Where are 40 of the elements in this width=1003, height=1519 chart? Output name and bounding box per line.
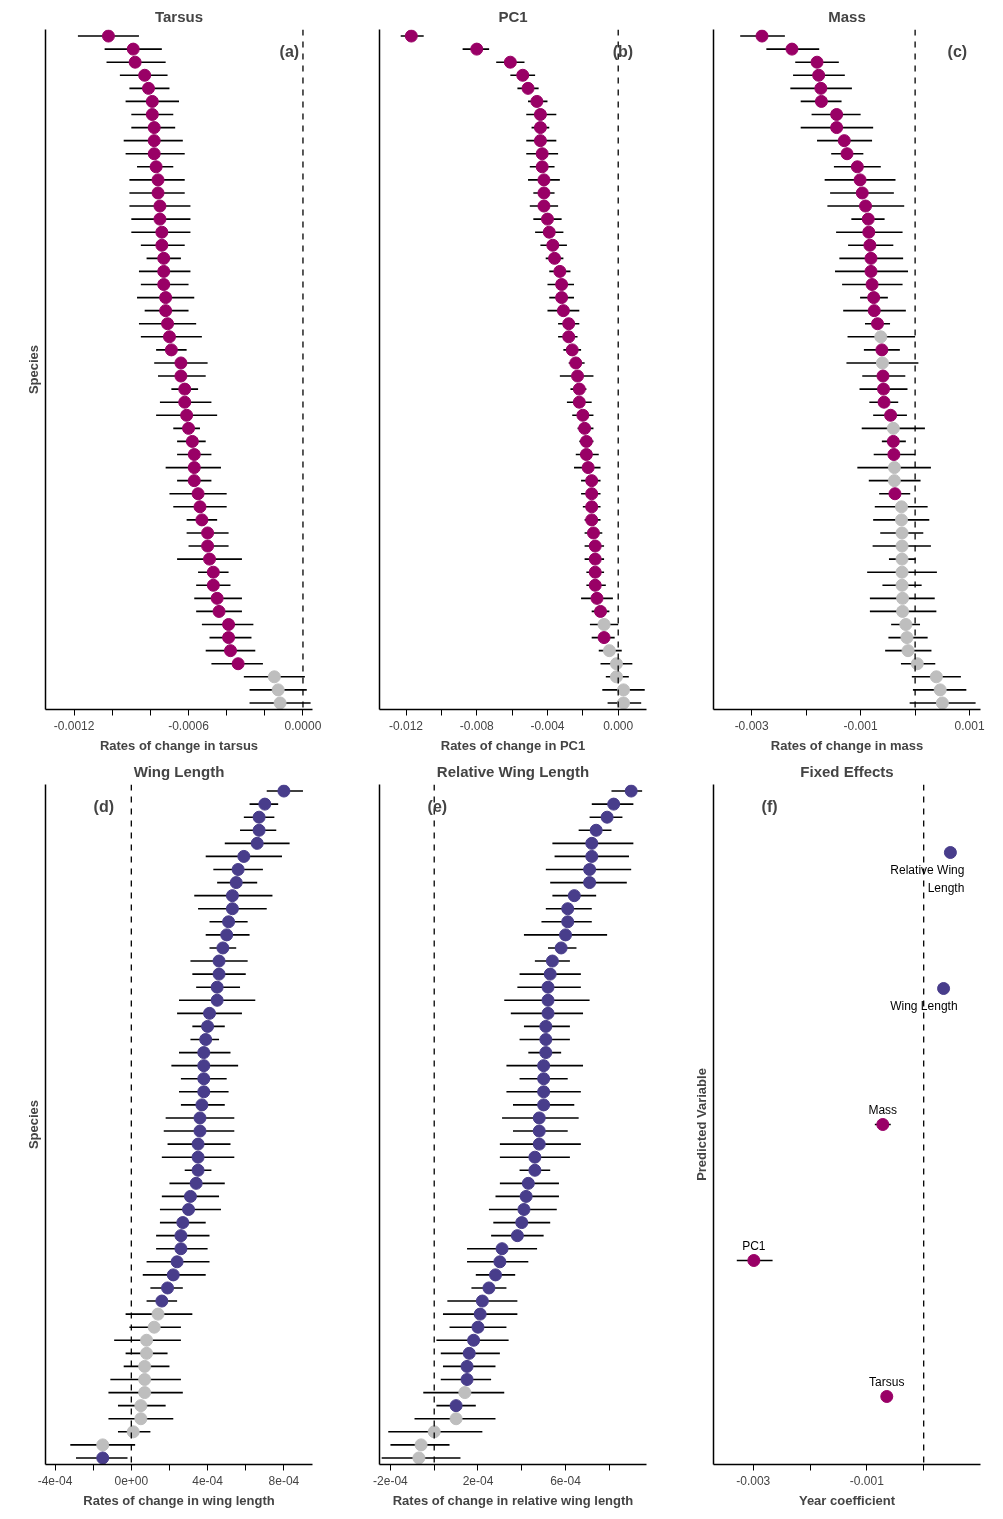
x-tick-label: -0.004 [530,718,565,733]
x-tick-label: 4e-04 [192,1473,224,1488]
x-tick-label: -0.001 [843,718,878,733]
x-tick-label: -0.003 [734,718,769,733]
x-tick-label: 8e-04 [268,1473,300,1488]
annotation: (f) [761,798,778,816]
x-tick-label: 0e+00 [114,1473,149,1488]
chart-title: PC1 [498,7,528,25]
x-tick-label: -0.0006 [168,718,210,733]
annotation: (c) [947,43,968,61]
x-tick-label: 0.000 [603,718,634,733]
chart-title: Fixed Effects [800,762,894,780]
x-tick-label: -0.012 [389,718,424,733]
x-axis-title: Rates of change in tarsus [99,737,259,753]
annotation: (b) [612,43,634,61]
x-axis-title: Rates of change in relative wing length [392,1492,634,1508]
x-tick-label: -0.003 [736,1473,771,1488]
x-tick-label: 2e-04 [462,1473,494,1488]
x-tick-label: -0.0012 [53,718,95,733]
x-tick-label: -0.001 [849,1473,885,1488]
y-axis-title: Species [25,1099,41,1150]
annotation: (a) [279,43,300,61]
x-tick-label: 6e-04 [550,1473,582,1488]
chart-title: Mass [828,7,866,25]
x-tick-label: 0.001 [954,718,985,733]
x-axis-title: Rates of change in PC1 [440,737,586,753]
y-axis-title: Predicted Variable [693,1068,709,1181]
x-tick-label: 0.0000 [284,718,322,733]
chart-title: Relative Wing Length [436,762,590,780]
chart-title: Wing Length [133,762,225,780]
x-tick-label: -0.008 [459,718,495,733]
annotation: (d) [93,798,114,816]
x-axis-title: Rates of change in mass [770,737,924,753]
x-tick-label: -2e-04 [373,1473,409,1488]
x-axis-title: Year coefficient [798,1492,896,1508]
annotation: (e) [427,798,448,816]
x-axis-title: Rates of change in wing length [83,1492,275,1508]
y-axis-title: Species [25,344,41,395]
chart-title: Tarsus [154,7,204,25]
x-tick-label: -4e-04 [37,1473,73,1488]
